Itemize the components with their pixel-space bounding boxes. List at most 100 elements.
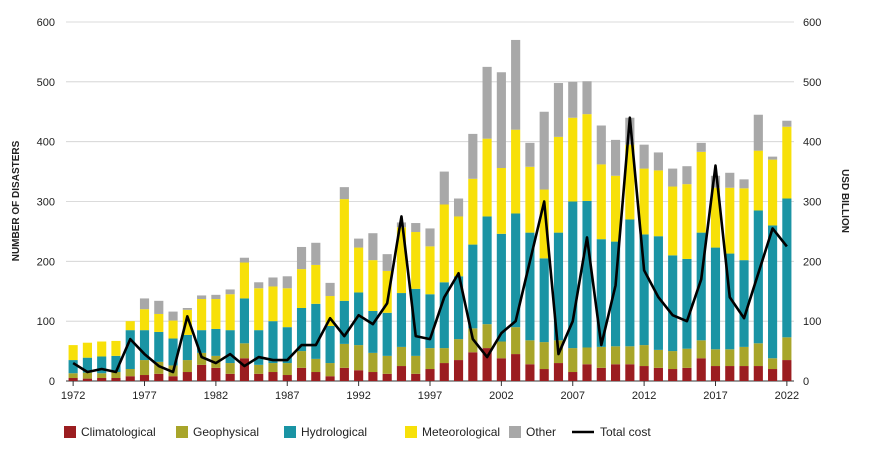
- bar-climatological-1995: [396, 366, 407, 381]
- bar-meteorological-2015: [682, 184, 692, 259]
- bar-geophysical-1991: [339, 343, 349, 368]
- bar-geophysical-2022: [782, 337, 792, 361]
- bar-geophysical-2003: [511, 327, 521, 355]
- bar-meteorological-1981: [197, 299, 207, 331]
- bar-climatological-2010: [611, 364, 621, 381]
- legend: Climatological Geophysical Hydrological Met…: [64, 425, 651, 439]
- bar-hydrological-1997: [425, 294, 435, 349]
- legend-label-other: Other: [526, 425, 556, 439]
- x-tick-label: 2002: [489, 390, 513, 402]
- bar-climatological-2013: [653, 367, 663, 381]
- bar-climatological-1975: [111, 378, 121, 381]
- bar-other-1978: [154, 300, 164, 314]
- bar-other-2012: [639, 144, 649, 169]
- bar-other-2002: [496, 72, 506, 168]
- bar-meteorological-2004: [525, 166, 535, 233]
- bar-climatological-2005: [539, 369, 549, 381]
- bar-meteorological-2010: [611, 175, 621, 242]
- bar-meteorological-2022: [782, 126, 792, 199]
- bar-other-1996: [411, 223, 421, 233]
- y2-tick-label: 300: [803, 197, 821, 209]
- total-cost-line-layer: [72, 116, 788, 374]
- bar-climatological-1982: [211, 367, 221, 381]
- bar-other-2010: [611, 139, 621, 176]
- bar-geophysical-2001: [482, 324, 492, 349]
- bar-climatological-2002: [496, 358, 506, 381]
- bar-geophysical-1999: [453, 339, 464, 361]
- bar-geophysical-1975: [111, 372, 121, 378]
- y-tick-label: 200: [37, 256, 55, 268]
- bar-meteorological-1989: [311, 264, 321, 304]
- bar-meteorological-1988: [296, 269, 307, 308]
- bar-meteorological-1998: [439, 204, 449, 283]
- bar-climatological-2017: [710, 366, 721, 381]
- bar-meteorological-2002: [496, 167, 506, 234]
- bar-climatological-1972: [68, 378, 78, 381]
- bar-meteorological-2014: [668, 186, 678, 256]
- bar-hydrological-1975: [111, 355, 121, 373]
- bar-meteorological-2009: [596, 164, 606, 240]
- bar-climatological-1989: [311, 372, 321, 381]
- y2-axis-label: USD BILLION: [839, 169, 850, 233]
- bar-other-2005: [539, 111, 549, 190]
- bar-climatological-2014: [668, 369, 678, 381]
- bar-meteorological-1976: [125, 321, 135, 331]
- bar-geophysical-2002: [496, 341, 506, 359]
- bar-climatological-2001: [482, 348, 492, 381]
- bar-meteorological-1982: [211, 299, 221, 329]
- bar-hydrological-1981: [197, 330, 207, 353]
- x-tick-label: 1982: [204, 390, 228, 402]
- bar-hydrological-2015: [682, 258, 692, 349]
- bar-meteorological-1983: [225, 294, 235, 331]
- bar-climatological-1998: [439, 363, 449, 381]
- bar-other-1981: [197, 295, 207, 300]
- bar-other-1993: [368, 233, 378, 261]
- bar-hydrological-1976: [125, 330, 135, 370]
- bar-geophysical-2011: [625, 346, 635, 365]
- bar-meteorological-2005: [539, 189, 549, 259]
- bar-geophysical-2019: [739, 346, 749, 367]
- bar-meteorological-1997: [425, 246, 435, 295]
- bar-hydrological-2002: [496, 233, 506, 342]
- x-tick-label: 2012: [632, 390, 656, 402]
- bar-geophysical-1994: [382, 355, 392, 374]
- bar-hydrological-1972: [68, 360, 78, 374]
- bar-other-1982: [211, 294, 221, 300]
- bar-other-1979: [168, 311, 178, 321]
- bar-climatological-1992: [354, 370, 364, 381]
- bar-other-2019: [739, 179, 749, 189]
- bar-climatological-1986: [268, 372, 278, 381]
- bar-meteorological-1980: [182, 309, 192, 335]
- bar-geophysical-1997: [425, 348, 435, 370]
- bar-other-2009: [596, 125, 606, 165]
- bar-climatological-2003: [511, 354, 521, 381]
- bar-meteorological-1975: [111, 340, 121, 356]
- bar-meteorological-1979: [168, 320, 178, 339]
- bar-climatological-1999: [453, 360, 464, 381]
- bar-other-2015: [682, 166, 692, 185]
- bar-meteorological-2018: [725, 187, 735, 254]
- bar-hydrological-1983: [225, 330, 235, 364]
- bar-hydrological-2007: [568, 201, 578, 349]
- bar-meteorological-1978: [154, 313, 164, 332]
- bar-geophysical-1989: [311, 358, 321, 373]
- bar-hydrological-1990: [325, 325, 335, 364]
- bar-other-2020: [753, 114, 763, 151]
- bar-other-2017: [710, 175, 721, 188]
- bar-meteorological-2017: [710, 187, 721, 248]
- bar-hydrological-1979: [168, 338, 178, 366]
- bar-geophysical-2014: [668, 351, 678, 370]
- bar-other-1990: [325, 282, 335, 297]
- bar-climatological-1994: [382, 373, 392, 381]
- bar-meteorological-2020: [753, 150, 763, 211]
- bar-other-2007: [568, 81, 578, 118]
- bar-hydrological-1974: [97, 356, 107, 374]
- bar-climatological-1981: [197, 364, 207, 381]
- bar-other-1994: [382, 254, 392, 271]
- bar-hydrological-2003: [511, 213, 521, 328]
- bar-other-2016: [696, 142, 706, 152]
- legend-label-hydrological: Hydrological: [301, 425, 367, 439]
- bar-meteorological-1994: [382, 270, 392, 313]
- bar-climatological-2004: [525, 364, 535, 381]
